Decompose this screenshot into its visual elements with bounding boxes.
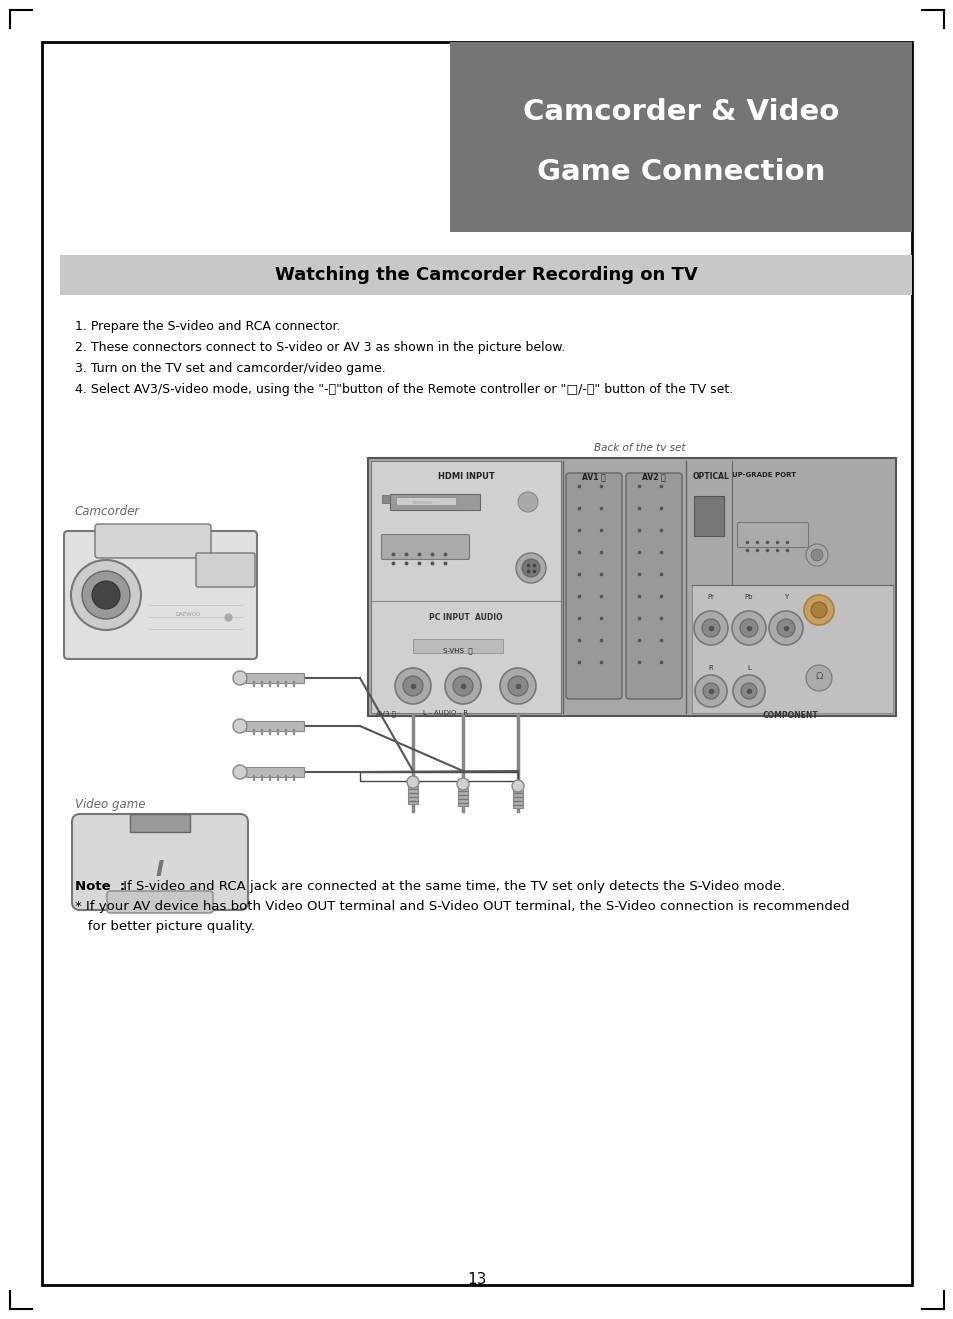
Text: Back of the tv set: Back of the tv set xyxy=(594,443,685,452)
Text: 4. Select AV3/S-video mode, using the "-ⓡ"button of the Remote controller or "□/: 4. Select AV3/S-video mode, using the "-… xyxy=(75,383,733,396)
Circle shape xyxy=(732,675,764,707)
Text: 13: 13 xyxy=(467,1273,486,1287)
FancyBboxPatch shape xyxy=(737,522,807,547)
Bar xyxy=(371,462,560,714)
Circle shape xyxy=(740,683,757,699)
Circle shape xyxy=(233,765,247,780)
Circle shape xyxy=(805,665,831,691)
FancyBboxPatch shape xyxy=(71,814,248,910)
Bar xyxy=(390,495,479,510)
Circle shape xyxy=(402,677,422,696)
Text: HDMI INPUT: HDMI INPUT xyxy=(437,472,494,481)
Bar xyxy=(513,790,522,809)
Circle shape xyxy=(810,549,822,561)
Circle shape xyxy=(768,611,802,645)
Circle shape xyxy=(521,559,539,576)
Text: Watching the Camcorder Recording on TV: Watching the Camcorder Recording on TV xyxy=(274,266,697,284)
Text: S-VHS  ⓡ: S-VHS ⓡ xyxy=(443,648,473,654)
Text: COMPONENT: COMPONENT xyxy=(762,711,818,720)
Bar xyxy=(413,638,502,653)
Circle shape xyxy=(512,780,523,791)
Circle shape xyxy=(233,671,247,685)
Bar xyxy=(381,495,390,503)
Text: * If your AV device has both Video OUT terminal and S-Video OUT terminal, the S-: * If your AV device has both Video OUT t… xyxy=(75,900,849,913)
Text: I: I xyxy=(155,860,164,880)
Text: Game Connection: Game Connection xyxy=(537,158,824,186)
Text: Ω: Ω xyxy=(815,671,821,681)
Circle shape xyxy=(740,619,758,637)
Circle shape xyxy=(701,619,720,637)
Bar xyxy=(246,721,304,731)
FancyBboxPatch shape xyxy=(381,534,469,559)
FancyBboxPatch shape xyxy=(107,892,213,913)
FancyBboxPatch shape xyxy=(195,553,254,587)
Text: daewoo: daewoo xyxy=(412,500,434,504)
Circle shape xyxy=(805,543,827,566)
Text: Video game: Video game xyxy=(75,798,146,811)
Bar xyxy=(246,673,304,683)
Bar xyxy=(130,814,190,832)
Circle shape xyxy=(499,667,536,704)
Bar xyxy=(246,768,304,777)
FancyBboxPatch shape xyxy=(565,474,621,699)
Circle shape xyxy=(731,611,765,645)
Text: UP-GRADE PORT: UP-GRADE PORT xyxy=(731,472,795,477)
Bar xyxy=(395,497,456,505)
Circle shape xyxy=(693,611,727,645)
Circle shape xyxy=(453,677,473,696)
Text: L - AUDIO - R: L - AUDIO - R xyxy=(422,710,468,716)
Circle shape xyxy=(507,677,527,696)
Circle shape xyxy=(395,667,431,704)
Bar xyxy=(359,772,517,781)
Circle shape xyxy=(695,675,726,707)
Text: AV1 ⓡ: AV1 ⓡ xyxy=(581,472,605,481)
Circle shape xyxy=(702,683,719,699)
Circle shape xyxy=(803,595,833,625)
Text: Camcorder: Camcorder xyxy=(75,505,140,518)
Text: If S-video and RCA jack are connected at the same time, the TV set only detects : If S-video and RCA jack are connected at… xyxy=(119,880,784,893)
Text: AV2 ⓡ: AV2 ⓡ xyxy=(641,472,664,481)
Text: PC INPUT  AUDIO: PC INPUT AUDIO xyxy=(429,613,502,623)
Bar xyxy=(60,255,911,295)
Circle shape xyxy=(456,778,469,790)
Bar xyxy=(408,786,417,805)
Text: Y: Y xyxy=(783,594,787,600)
Circle shape xyxy=(233,719,247,733)
Circle shape xyxy=(776,619,794,637)
Circle shape xyxy=(810,601,826,619)
Text: Pr: Pr xyxy=(707,594,714,600)
Bar xyxy=(450,42,911,232)
Text: OPTICAL: OPTICAL xyxy=(692,472,729,481)
Text: 1. Prepare the S-video and RCA connector.: 1. Prepare the S-video and RCA connector… xyxy=(75,321,340,332)
Text: for better picture quality.: for better picture quality. xyxy=(75,919,254,933)
Circle shape xyxy=(444,667,480,704)
Circle shape xyxy=(516,553,545,583)
Text: Pb: Pb xyxy=(744,594,753,600)
Bar xyxy=(368,458,895,716)
Text: DAEWOO: DAEWOO xyxy=(175,612,200,617)
Circle shape xyxy=(407,776,418,787)
Bar xyxy=(693,496,723,536)
FancyBboxPatch shape xyxy=(95,524,211,558)
Circle shape xyxy=(82,571,130,619)
Text: AV3 ⓡ: AV3 ⓡ xyxy=(375,710,395,716)
Text: Note  :: Note : xyxy=(75,880,125,893)
FancyBboxPatch shape xyxy=(625,474,681,699)
Bar xyxy=(457,787,468,806)
Circle shape xyxy=(517,492,537,512)
Text: L: L xyxy=(746,665,750,671)
Text: Camcorder & Video: Camcorder & Video xyxy=(522,98,839,127)
FancyBboxPatch shape xyxy=(64,532,256,660)
Circle shape xyxy=(71,561,141,630)
Circle shape xyxy=(91,580,120,609)
Text: 2. These connectors connect to S-video or AV 3 as shown in the picture below.: 2. These connectors connect to S-video o… xyxy=(75,342,565,353)
Bar xyxy=(691,586,892,714)
Text: 3. Turn on the TV set and camcorder/video game.: 3. Turn on the TV set and camcorder/vide… xyxy=(75,361,385,375)
Text: R: R xyxy=(708,665,713,671)
